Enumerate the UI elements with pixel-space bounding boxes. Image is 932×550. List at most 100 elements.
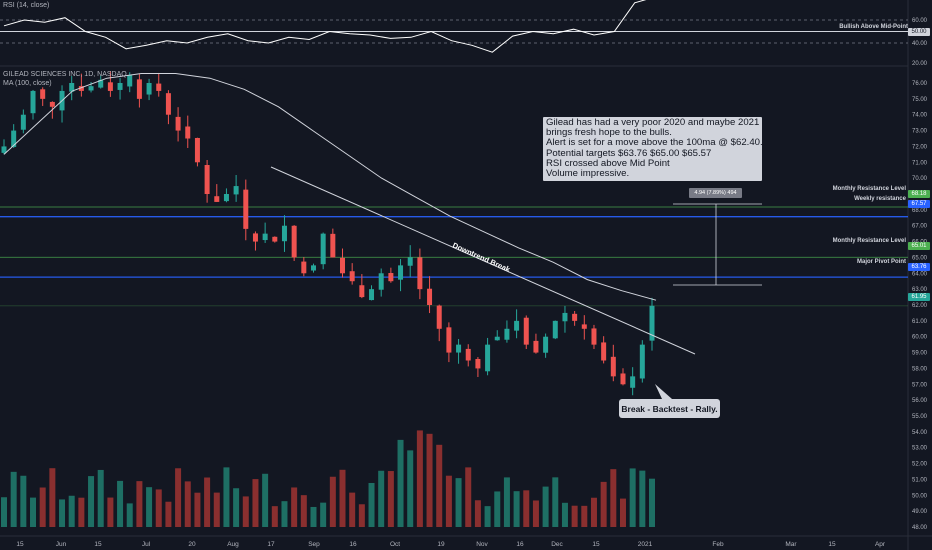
x-tick-label: 15 [16,541,24,548]
rsi-indicator-label[interactable]: RSI (14, close) [3,2,50,9]
x-tick-label: Oct [390,541,400,548]
x-tick-label: 16 [349,541,357,548]
candle-body [436,305,442,329]
candle-body [78,86,84,91]
candle-body [456,344,462,353]
volume-bar [175,468,182,527]
x-tick-label: 19 [437,541,445,548]
candle-body [465,348,471,361]
candle-body [601,342,607,361]
price-tag: 65.01 [908,242,930,250]
x-tick-label: Nov [476,541,488,548]
x-tick-label: Aug [227,541,239,548]
volume-bar [107,497,114,527]
volume-bar [300,495,307,527]
volume-bar [97,469,104,527]
x-tick-label: 20 [188,541,196,548]
volume-bar [542,486,549,527]
x-tick-label: Mar [785,541,797,548]
x-tick-label: Sep [308,541,320,548]
candle-body [533,340,539,353]
volume-bar [252,479,259,527]
volume-bar [426,433,433,527]
break-backtest-callout[interactable]: Break - Backtest - Rally. [619,399,720,418]
candle-body [175,116,181,131]
candle-body [407,257,413,266]
candle-body [475,358,481,369]
price-tick-label: 72.00 [912,144,928,150]
price-tick-label: 61.00 [912,319,928,325]
volume-bar [59,499,66,527]
volume-bar [49,468,56,527]
price-tick-label: 60.00 [912,335,928,341]
volume-bar [532,500,539,527]
volume-bar [88,476,95,527]
candle-body [165,93,171,115]
note-line: Potential targets $63.76 $65.00 $65.57 [546,147,712,159]
candle-body [156,83,162,91]
volume-bar [213,492,220,527]
x-tick-label: 16 [516,541,524,548]
price-tick-label: 54.00 [912,430,928,436]
candle-body [494,336,500,341]
volume-bar [68,495,75,527]
price-tick-label: 67.00 [912,224,928,230]
volume-bar [610,469,617,527]
callout-pointer [655,384,672,399]
price-tick-label: 49.00 [912,509,928,515]
rsi-tick-label: 40.00 [912,41,928,47]
candle-body [572,313,578,321]
symbol-label[interactable]: GILEAD SCIENCES INC, 1D, NASDAQ [3,71,127,78]
candle-body [291,225,297,258]
price-range-measure[interactable]: 4.94 (7.89%) 494 [689,188,742,198]
candle-body [543,336,549,353]
candle-body [378,273,384,290]
price-tick-label: 52.00 [912,462,928,468]
x-tick-label: Jun [56,541,67,548]
volume-bar [523,490,530,527]
volume-bar [649,478,655,527]
x-tick-label: Apr [875,541,886,548]
volume-bar [513,491,520,527]
candle-body [185,126,191,139]
volume-bar [291,487,298,527]
analysis-note[interactable]: Gilead has had a very poor 2020 and mayb… [543,117,763,181]
volume-bars [1,430,655,527]
price-tick-label: 63.00 [912,287,928,293]
price-tick-label: 55.00 [912,414,928,420]
volume-bar [242,496,249,527]
price-tag: 63.76 [908,263,930,271]
bullish-midpoint-label: Bullish Above Mid-Point [839,24,908,30]
volume-bar [358,504,365,527]
rsi-mid-tag: 50.00 [908,28,930,36]
candle-body [514,320,520,331]
price-tag: 68.18 [908,190,930,198]
rsi-tick-label: 60.00 [912,18,928,24]
candle-body [214,196,220,202]
candle-body [649,305,655,341]
volume-bar [223,467,230,527]
axes: 48.00 49.00 50.00 51.00 52.00 53.00 54.00 55.00… [16,18,927,548]
volume-bar [416,430,423,527]
price-tick-label: 74.00 [912,113,928,119]
candle-body [552,320,558,339]
candle-body [88,86,94,91]
candle-body [581,324,587,329]
volume-bar [146,487,153,527]
x-tick-label: 15 [94,541,102,548]
x-tick-label: Dec [551,541,563,548]
candle-body [398,265,404,280]
candle-body [523,317,529,345]
level-label-weekly-resistance: Weekly resistance [854,196,906,202]
volume-bar [339,469,346,527]
candle-body [320,233,326,265]
candle-body [591,328,597,345]
ma-indicator-label[interactable]: MA (100, close) [3,80,52,87]
x-tick-label: 15 [828,541,836,548]
volume-bar [407,450,414,527]
candle-body [301,261,307,274]
downtrend-line [270,166,696,355]
x-tick-label: Jul [142,541,151,548]
candle-body [446,327,452,353]
